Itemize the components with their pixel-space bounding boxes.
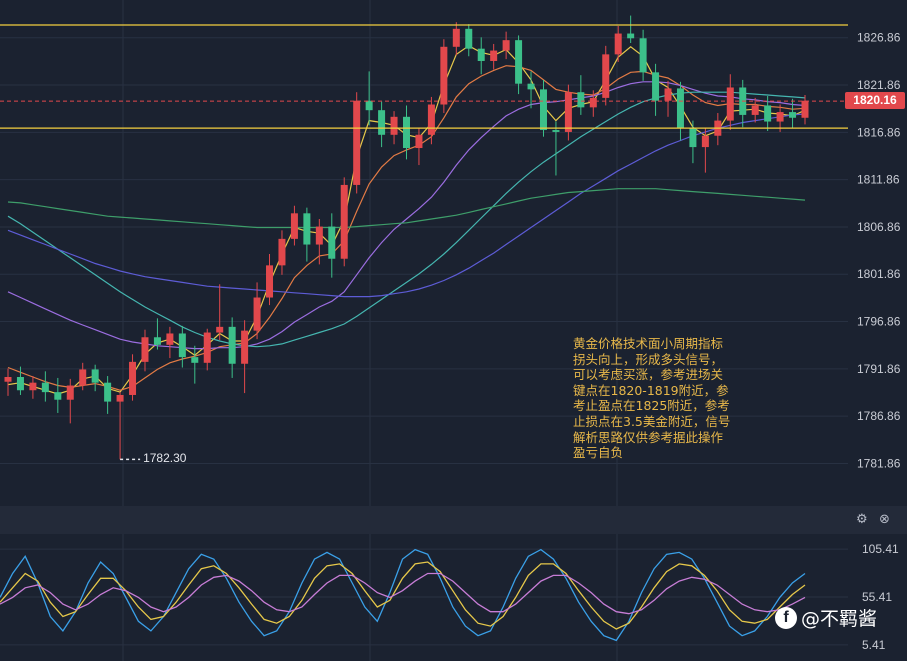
candle-body-14 xyxy=(178,333,186,358)
candle-body-16 xyxy=(203,332,211,363)
analysis-annotation: 黄金价格技术面小周期指标拐头向上，形成多头信号，可以考虑买涨，参考进场关键点在1… xyxy=(573,336,731,461)
candle-body-51 xyxy=(639,38,647,73)
osc-tick-label-2: 5.41 xyxy=(862,638,886,652)
candle-body-49 xyxy=(614,33,622,55)
candle-body-62 xyxy=(776,112,784,122)
candle-body-52 xyxy=(652,72,660,101)
candle-body-21 xyxy=(266,265,274,298)
moving-average-line-5 xyxy=(7,188,806,229)
candle-body-45 xyxy=(564,92,572,132)
facebook-icon: f xyxy=(775,606,797,629)
candle-body-34 xyxy=(427,104,435,135)
y-tick-label-3: 1811.86 xyxy=(857,173,900,187)
moving-average-line-3 xyxy=(7,91,806,348)
candle-body-32 xyxy=(403,116,410,149)
candle-body-2 xyxy=(29,382,37,391)
candle-body-64 xyxy=(801,100,809,118)
candle-body-20 xyxy=(253,297,261,331)
candle-body-47 xyxy=(589,97,597,108)
y-tick-label-1: 1821.86 xyxy=(857,78,901,92)
candle-body-53 xyxy=(664,88,672,101)
candle-body-30 xyxy=(378,110,386,135)
candle-body-36 xyxy=(452,28,460,47)
candle-body-8 xyxy=(104,382,112,402)
osc-tick-label-1: 55.41 xyxy=(862,590,892,604)
y-tick-label-2: 1816.86 xyxy=(857,125,901,139)
candle-body-63 xyxy=(789,112,797,118)
y-tick-label-5: 1801.86 xyxy=(857,267,901,281)
candle-body-0 xyxy=(4,377,12,382)
y-tick-label-8: 1786.86 xyxy=(857,409,901,423)
candle-body-9 xyxy=(116,394,124,402)
candle-body-7 xyxy=(91,369,99,383)
indicator-pane-header xyxy=(0,506,907,534)
watermark-text: @不羁酱 xyxy=(801,608,878,630)
candle-body-11 xyxy=(141,337,149,362)
oscillator-line-2 xyxy=(0,572,806,615)
candle-body-1 xyxy=(16,377,24,391)
candle-body-60 xyxy=(751,105,759,115)
y-tick-label-9: 1781.86 xyxy=(857,456,901,470)
candle-body-41 xyxy=(515,40,523,84)
candle-body-43 xyxy=(539,89,547,131)
candle-body-44 xyxy=(552,130,560,132)
candle-body-18 xyxy=(228,326,236,364)
candle-body-58 xyxy=(726,87,734,121)
candle-body-40 xyxy=(502,40,510,51)
candle-body-23 xyxy=(290,213,298,239)
candle-body-56 xyxy=(701,135,709,148)
candle-body-33 xyxy=(415,134,423,149)
candle-body-26 xyxy=(328,226,336,259)
candle-body-54 xyxy=(676,88,684,129)
gear-icon[interactable]: ⚙ xyxy=(856,511,868,526)
candle-body-39 xyxy=(490,50,498,61)
candle-body-24 xyxy=(303,213,311,245)
candle-body-22 xyxy=(278,238,286,266)
candle-body-55 xyxy=(689,128,697,148)
y-tick-label-7: 1791.86 xyxy=(857,362,901,376)
candle-body-15 xyxy=(191,357,199,363)
candle-body-13 xyxy=(166,333,174,345)
candle-body-12 xyxy=(153,337,161,345)
candle-body-3 xyxy=(41,382,49,393)
candle-body-48 xyxy=(602,54,610,98)
candle-body-29 xyxy=(365,100,373,111)
current-price-tag: 1820.16 xyxy=(845,92,905,110)
y-tick-label-6: 1796.86 xyxy=(857,315,901,329)
candle-body-31 xyxy=(390,116,398,135)
moving-average-line-4 xyxy=(7,113,806,298)
candle-body-5 xyxy=(66,385,74,400)
candle-body-27 xyxy=(340,184,348,259)
close-icon[interactable]: ⊗ xyxy=(879,511,890,526)
candle-body-4 xyxy=(54,392,62,400)
y-tick-label-0: 1826.86 xyxy=(857,31,901,45)
oscillator-line-0 xyxy=(0,548,806,642)
candle-body-35 xyxy=(440,46,448,105)
candle-body-17 xyxy=(216,326,224,333)
candle-body-42 xyxy=(527,83,535,90)
moving-average-line-2 xyxy=(7,81,806,350)
candle-body-37 xyxy=(465,28,473,49)
osc-tick-label-0: 105.41 xyxy=(862,542,899,556)
oscillator-line-1 xyxy=(0,561,806,630)
candle-body-19 xyxy=(241,330,249,364)
low-price-label: 1782.30 xyxy=(143,451,187,466)
candle-body-28 xyxy=(353,100,361,185)
candle-body-46 xyxy=(577,92,585,108)
y-tick-label-4: 1806.86 xyxy=(857,220,901,234)
candle-body-10 xyxy=(129,361,137,395)
candle-body-50 xyxy=(627,33,635,39)
candle-body-6 xyxy=(79,369,87,386)
candle-body-38 xyxy=(477,48,485,61)
candle-body-61 xyxy=(764,105,772,122)
watermark: f @不羁酱 xyxy=(775,604,877,631)
candle-body-25 xyxy=(315,226,323,245)
